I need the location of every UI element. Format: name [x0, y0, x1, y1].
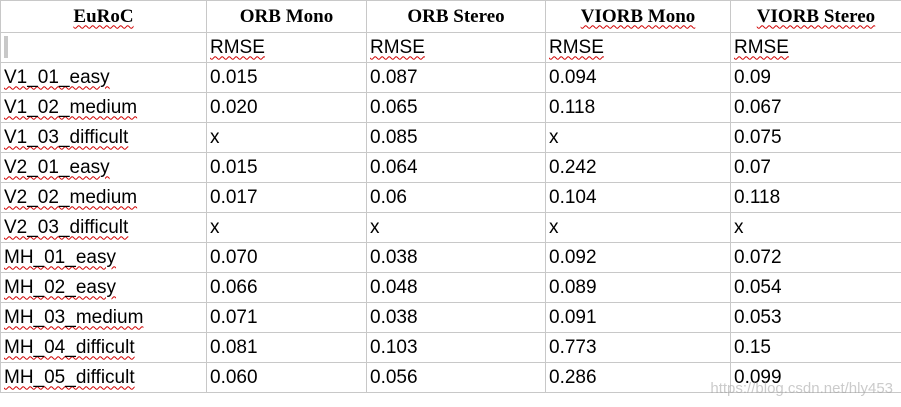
- rmse-value-cell: x: [730, 212, 901, 243]
- dataset-name-cell: V1_01_easy: [0, 62, 207, 93]
- dataset-name-cell: V1_03_difficult: [0, 122, 207, 153]
- dataset-name-cell: MH_01_easy: [0, 242, 207, 273]
- rmse-value-cell: 0.09: [730, 62, 901, 93]
- dataset-name-cell: V2_02_medium: [0, 182, 207, 213]
- dataset-name-cell: V1_02_medium: [0, 92, 207, 123]
- rmse-value-cell: 0.056: [366, 362, 546, 393]
- rmse-value-cell: 0.054: [730, 272, 901, 303]
- dataset-name-cell: MH_03_medium: [0, 302, 207, 333]
- rmse-value-cell: x: [206, 122, 367, 153]
- table-row: MH_05_difficult 0.060 0.056 0.286 0.099: [0, 362, 901, 393]
- rmse-value-cell: 0.103: [366, 332, 546, 363]
- table-row: V2_03_difficult x x x x: [0, 212, 901, 243]
- table-row: MH_04_difficult 0.081 0.103 0.773 0.15: [0, 332, 901, 363]
- rmse-value-cell: 0.099: [730, 362, 901, 393]
- rmse-value-cell: 0.06: [366, 182, 546, 213]
- rmse-value-cell: 0.087: [366, 62, 546, 93]
- rmse-value-cell: 0.075: [730, 122, 901, 153]
- table-row: V1_03_difficult x 0.085 x 0.075: [0, 122, 901, 153]
- dataset-name: MH_02_easy: [4, 276, 116, 298]
- rmse-value-cell: 0.118: [730, 182, 901, 213]
- rmse-value-cell: 0.091: [545, 302, 731, 333]
- subheader-cell-metric: RMSE: [206, 32, 367, 63]
- dataset-name: MH_05_difficult: [4, 366, 135, 388]
- header-cell-viorb-mono: VIORB Mono: [545, 0, 731, 33]
- rmse-value-cell: 0.060: [206, 362, 367, 393]
- dataset-name-cell: V2_03_difficult: [0, 212, 207, 243]
- dataset-name: V2_01_easy: [4, 156, 110, 178]
- rmse-value-cell: 0.081: [206, 332, 367, 363]
- rmse-value-cell: 0.038: [366, 302, 546, 333]
- subheader-cell-metric: RMSE: [545, 32, 731, 63]
- subheader-cell-metric: RMSE: [366, 32, 546, 63]
- rmse-value-cell: 0.038: [366, 242, 546, 273]
- rmse-value-cell: 0.773: [545, 332, 731, 363]
- table-row: V2_01_easy 0.015 0.064 0.242 0.07: [0, 152, 901, 183]
- dataset-name-cell: MH_02_easy: [0, 272, 207, 303]
- header-cell-viorb-stereo: VIORB Stereo: [730, 0, 901, 33]
- dataset-name: V2_03_difficult: [4, 216, 129, 238]
- results-table: EuRoC ORB Mono ORB Stereo VIORB Mono VIO…: [0, 0, 901, 393]
- dataset-name-cell: MH_05_difficult: [0, 362, 207, 393]
- rmse-value-cell: 0.286: [545, 362, 731, 393]
- subheader-row: RMSE RMSE RMSE RMSE: [0, 32, 901, 63]
- dataset-name: MH_04_difficult: [4, 336, 135, 358]
- dataset-name-cell: V2_01_easy: [0, 152, 207, 183]
- dataset-name: V1_01_easy: [4, 66, 110, 88]
- rmse-value-cell: 0.089: [545, 272, 731, 303]
- rmse-value-cell: 0.053: [730, 302, 901, 333]
- rmse-value-cell: 0.065: [366, 92, 546, 123]
- rmse-value-cell: 0.07: [730, 152, 901, 183]
- rmse-value-cell: 0.067: [730, 92, 901, 123]
- dataset-name-cell: MH_04_difficult: [0, 332, 207, 363]
- rmse-value-cell: 0.020: [206, 92, 367, 123]
- rmse-value-cell: 0.094: [545, 62, 731, 93]
- rmse-value-cell: 0.071: [206, 302, 367, 333]
- rmse-value-cell: x: [206, 212, 367, 243]
- rmse-value-cell: 0.070: [206, 242, 367, 273]
- table-row: V2_02_medium 0.017 0.06 0.104 0.118: [0, 182, 901, 213]
- rmse-value-cell: 0.017: [206, 182, 367, 213]
- rmse-value-cell: 0.015: [206, 62, 367, 93]
- rmse-value-cell: 0.242: [545, 152, 731, 183]
- rmse-value-cell: 0.085: [366, 122, 546, 153]
- rmse-value-cell: 0.15: [730, 332, 901, 363]
- table-row: MH_03_medium 0.071 0.038 0.091 0.053: [0, 302, 901, 333]
- table-row: MH_02_easy 0.066 0.048 0.089 0.054: [0, 272, 901, 303]
- table-row: MH_01_easy 0.070 0.038 0.092 0.072: [0, 242, 901, 273]
- dataset-name: V2_02_medium: [4, 186, 138, 208]
- rmse-value-cell: x: [545, 212, 731, 243]
- rmse-value-cell: 0.092: [545, 242, 731, 273]
- rmse-value-cell: x: [366, 212, 546, 243]
- dataset-name: MH_03_medium: [4, 306, 144, 328]
- rmse-value-cell: 0.064: [366, 152, 546, 183]
- rmse-value-cell: 0.104: [545, 182, 731, 213]
- row-marker: [4, 36, 8, 59]
- header-row: EuRoC ORB Mono ORB Stereo VIORB Mono VIO…: [0, 0, 901, 33]
- header-cell-dataset: EuRoC: [0, 0, 207, 33]
- table-row: V1_01_easy 0.015 0.087 0.094 0.09: [0, 62, 901, 93]
- table-row: V1_02_medium 0.020 0.065 0.118 0.067: [0, 92, 901, 123]
- subheader-cell-metric: RMSE: [730, 32, 901, 63]
- rmse-value-cell: x: [545, 122, 731, 153]
- dataset-name: V1_03_difficult: [4, 126, 129, 148]
- rmse-value-cell: 0.048: [366, 272, 546, 303]
- rmse-value-cell: 0.015: [206, 152, 367, 183]
- rmse-value-cell: 0.118: [545, 92, 731, 123]
- rmse-value-cell: 0.066: [206, 272, 367, 303]
- header-cell-orb-mono: ORB Mono: [206, 0, 367, 33]
- subheader-cell-empty: [0, 32, 207, 63]
- header-cell-orb-stereo: ORB Stereo: [366, 0, 546, 33]
- dataset-name: MH_01_easy: [4, 246, 116, 268]
- rmse-value-cell: 0.072: [730, 242, 901, 273]
- dataset-name: V1_02_medium: [4, 96, 138, 118]
